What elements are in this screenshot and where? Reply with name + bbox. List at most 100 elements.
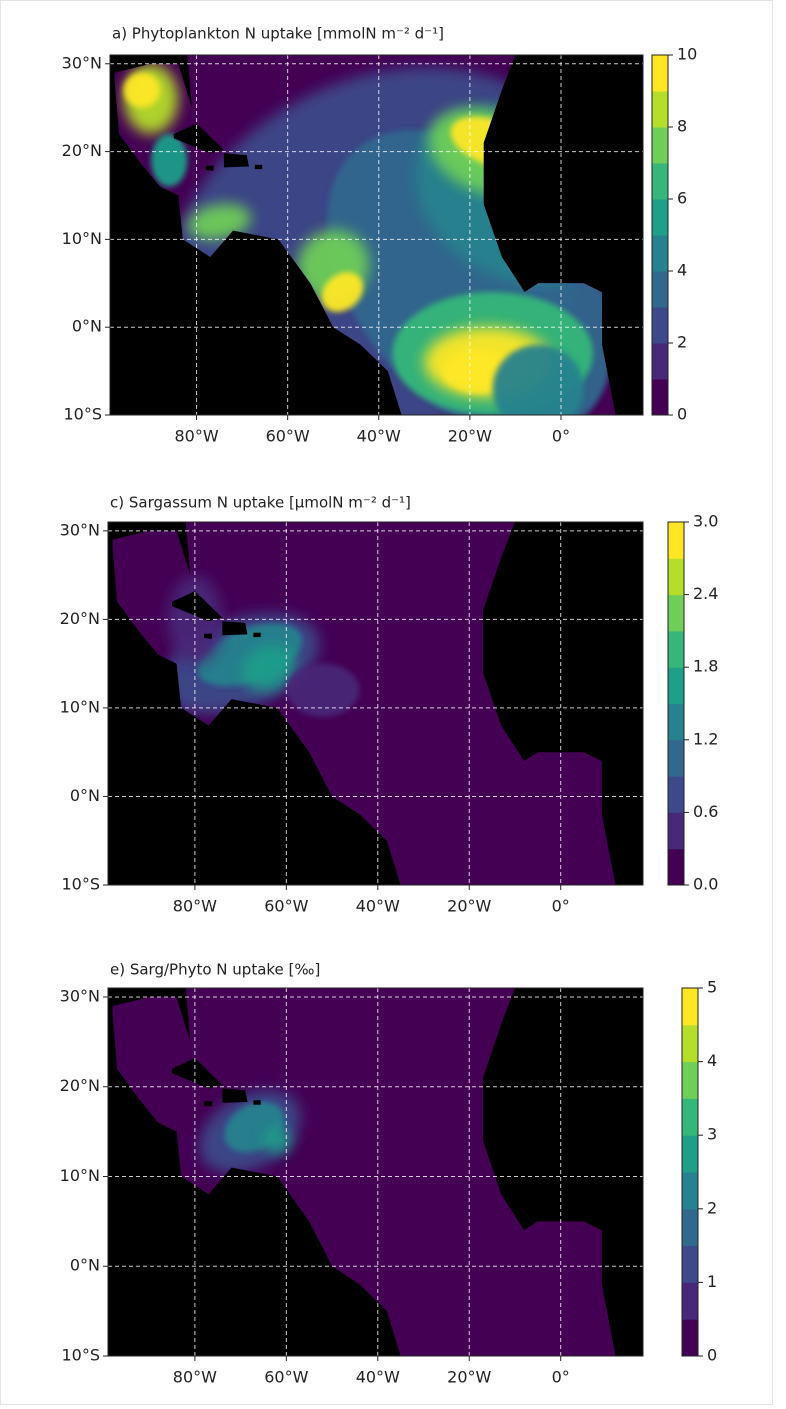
y-tick-label: 30°N <box>60 986 100 1005</box>
x-tick-label: 20°W <box>448 427 492 446</box>
y-tick-label: 10°S <box>61 1346 100 1365</box>
map-area <box>108 522 643 885</box>
colorbar-level <box>668 630 684 668</box>
colorbar-level <box>682 1245 698 1283</box>
island <box>204 633 213 639</box>
y-tick-label: 10°N <box>62 229 102 248</box>
x-tick-label: 80°W <box>174 427 218 446</box>
colorbar-level <box>668 739 684 777</box>
colorbar-tick-label: 8 <box>677 117 687 136</box>
colorbar-frame <box>667 521 685 886</box>
island <box>222 621 248 636</box>
colorbar-level <box>682 1024 698 1063</box>
colorbar-level <box>682 1135 698 1173</box>
colorbar-level <box>668 558 684 596</box>
y-tick-label: 10°N <box>60 697 100 716</box>
uptake-patch <box>286 663 360 717</box>
uptake-patch <box>123 72 161 108</box>
map-frame <box>107 521 644 886</box>
uptake-patch <box>241 644 295 692</box>
y-tick-label: 30°N <box>60 520 100 539</box>
colorbar-level <box>652 199 668 236</box>
island <box>223 153 249 168</box>
map-panel: a) Phytoplankton N uptake [mmolN m⁻² d⁻¹… <box>62 25 698 446</box>
colorbar-tick-label: 3.0 <box>693 512 718 531</box>
map-frame <box>109 54 644 416</box>
colorbar-tick-label: 6 <box>677 189 687 208</box>
colorbar-level <box>652 343 668 380</box>
colorbar-tick-label: 0 <box>677 405 687 424</box>
y-tick-label: 20°N <box>60 609 100 628</box>
x-tick-label: 0° <box>552 1368 570 1387</box>
ocean <box>112 522 616 885</box>
uptake-field <box>161 575 360 717</box>
x-tick-label: 60°W <box>264 897 308 916</box>
panel-title: c) Sargassum N uptake [μmolN m⁻² d⁻¹] <box>110 494 411 512</box>
y-tick-label: 20°N <box>60 1076 100 1095</box>
colorbar <box>681 987 699 1357</box>
map-area <box>108 988 643 1356</box>
y-tick-label: 30°N <box>62 53 102 72</box>
y-tick-label: 10°N <box>60 1166 100 1185</box>
colorbar-tick-label: 0.6 <box>693 802 718 821</box>
map-panel: c) Sargassum N uptake [μmolN m⁻² d⁻¹] 80°… <box>60 494 719 916</box>
y-tick-label: 0°N <box>70 786 100 805</box>
colorbar-level <box>668 667 684 704</box>
island <box>222 1088 248 1103</box>
ocean <box>112 988 616 1356</box>
colorbar-frame <box>651 54 669 416</box>
colorbar-level <box>652 271 668 308</box>
colorbar-level <box>652 307 668 344</box>
colorbar-level <box>668 848 684 886</box>
island <box>172 591 223 622</box>
y-tick-label: 0°N <box>70 1256 100 1275</box>
island <box>205 165 214 171</box>
x-tick-label: 60°W <box>266 427 310 446</box>
colorbar-level <box>652 235 668 272</box>
colorbar-level <box>652 91 668 128</box>
map-area <box>110 55 643 415</box>
colorbar-tick-label: 1 <box>707 1272 717 1291</box>
colorbar-tick-label: 1.8 <box>693 657 718 676</box>
colorbar-level <box>682 1061 698 1099</box>
colorbar-tick-label: 2 <box>707 1198 717 1217</box>
colorbar-level <box>668 703 684 741</box>
map-frame <box>107 987 644 1357</box>
y-tick-label: 10°S <box>61 875 100 894</box>
colorbar-tick-label: 10 <box>677 45 697 64</box>
x-tick-label: 20°W <box>447 1368 491 1387</box>
x-tick-label: 60°W <box>264 1368 308 1387</box>
map-panel: e) Sarg/Phyto N uptake [‰]80°W 60°W 40°W 20… <box>60 961 718 1387</box>
colorbar-tick-label: 5 <box>707 978 717 997</box>
x-tick-label: 0° <box>552 427 570 446</box>
colorbar-frame <box>681 987 699 1357</box>
colorbar-level <box>668 594 684 632</box>
colorbar-tick-label: 2.4 <box>693 584 718 603</box>
colorbar-level <box>668 776 684 813</box>
uptake-patch <box>321 272 364 312</box>
colorbar-level <box>682 1172 698 1210</box>
island <box>172 1058 223 1089</box>
y-tick-label: 0°N <box>72 317 102 336</box>
colorbar-level <box>682 1208 698 1247</box>
colorbar-tick-label: 2 <box>677 333 687 352</box>
panel-title: e) Sarg/Phyto N uptake [‰] <box>110 961 320 979</box>
colorbar-level <box>682 1282 698 1320</box>
colorbar-level <box>652 127 668 164</box>
colorbar-tick-label: 4 <box>677 261 687 280</box>
x-tick-label: 0° <box>552 897 570 916</box>
colorbar-level <box>682 1319 698 1357</box>
x-tick-label: 40°W <box>356 1368 400 1387</box>
x-tick-label: 80°W <box>173 897 217 916</box>
x-tick-label: 80°W <box>173 1368 217 1387</box>
colorbar-level <box>682 988 698 1026</box>
island <box>253 1100 261 1105</box>
colorbar-level <box>652 55 668 92</box>
y-tick-label: 10°S <box>63 405 102 424</box>
island <box>204 1101 213 1107</box>
island <box>253 632 261 638</box>
island <box>254 164 263 170</box>
uptake-patch <box>151 134 188 187</box>
colorbar-tick-label: 3 <box>707 1125 717 1144</box>
